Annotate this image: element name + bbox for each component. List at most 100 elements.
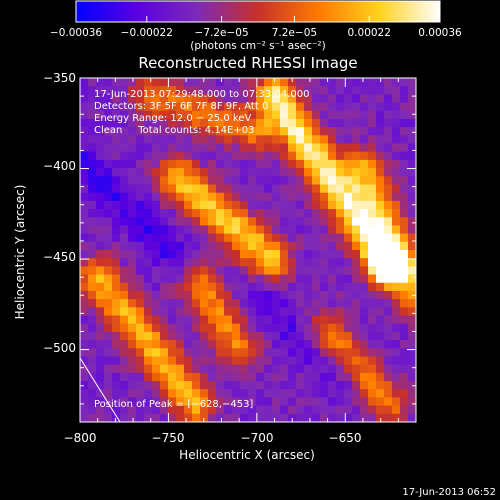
heatmap-cell (192, 143, 201, 153)
heatmap-cell (200, 233, 209, 243)
heatmap-cell (152, 274, 161, 284)
heatmap-cell (128, 176, 137, 186)
heatmap-cell (320, 274, 329, 284)
heatmap-cell (120, 151, 129, 161)
heatmap-cell (264, 405, 273, 415)
heatmap-cell (112, 299, 121, 308)
heatmap-cell (240, 159, 249, 169)
heatmap-cell (400, 274, 409, 284)
heatmap-cell (80, 151, 89, 161)
heatmap-cell (208, 102, 217, 112)
heatmap-cell (280, 299, 289, 308)
heatmap-cell (408, 364, 416, 374)
heatmap-cell (136, 176, 145, 186)
heatmap-cell (80, 282, 89, 292)
heatmap-cell (184, 192, 193, 202)
heatmap-cell (168, 299, 177, 308)
heatmap-cell (408, 250, 416, 259)
heatmap-cell (176, 200, 185, 210)
heatmap-cell (192, 356, 201, 366)
heatmap-cell (96, 331, 105, 341)
heatmap-cell (392, 151, 401, 161)
heatmap-cell (152, 217, 161, 227)
heatmap-cell (384, 94, 393, 104)
heatmap-cell (96, 118, 105, 128)
heatmap-cell (368, 340, 377, 349)
heatmap-cell (400, 307, 409, 317)
heatmap-cell (168, 282, 177, 292)
heatmap-cell (320, 86, 329, 95)
heatmap-cell (240, 290, 249, 300)
heatmap-cell (384, 364, 393, 374)
heatmap-cell (272, 209, 281, 218)
heatmap-cell (360, 135, 369, 145)
heatmap-cell (136, 102, 145, 112)
heatmap-cell (104, 233, 113, 243)
heatmap-cell (232, 356, 241, 366)
heatmap-cell (208, 340, 217, 349)
heatmap-cell (360, 209, 369, 218)
heatmap-cell (344, 250, 353, 259)
heatmap-cell (336, 135, 345, 145)
heatmap-cell (392, 315, 401, 325)
heatmap-cell (280, 331, 289, 341)
heatmap-cell (368, 413, 377, 422)
heatmap-cell (96, 372, 105, 382)
heatmap-cell (176, 250, 185, 259)
heatmap-cell (392, 217, 401, 227)
heatmap-cell (344, 356, 353, 366)
heatmap-cell (352, 159, 361, 169)
heatmap-cell (400, 356, 409, 366)
heatmap-cell (136, 340, 145, 349)
heatmap-cell (160, 405, 169, 415)
heatmap-cell (176, 102, 185, 112)
heatmap-cell (232, 331, 241, 341)
heatmap-cell (360, 331, 369, 341)
heatmap-cell (160, 389, 169, 399)
heatmap-cell (232, 159, 241, 169)
heatmap-cell (280, 356, 289, 366)
heatmap-cell (272, 307, 281, 317)
heatmap-cell (240, 168, 249, 177)
heatmap-cell (104, 168, 113, 177)
heatmap-cell (128, 372, 137, 382)
heatmap-cell (272, 143, 281, 153)
heatmap-cell (312, 118, 321, 128)
heatmap-cell (88, 405, 97, 415)
heatmap-cell (216, 192, 225, 202)
heatmap-cell (192, 200, 201, 210)
heatmap-cell (88, 274, 97, 284)
heatmap-cell (304, 94, 313, 104)
heatmap-cell (224, 381, 233, 390)
heatmap-cell (144, 192, 153, 202)
heatmap-cell (352, 184, 361, 194)
heatmap-cell (400, 290, 409, 300)
heatmap-cell (384, 274, 393, 284)
heatmap-cell (104, 266, 113, 276)
heatmap-cell (200, 372, 209, 382)
heatmap-cell (80, 118, 89, 128)
heatmap-cell (296, 200, 305, 210)
heatmap-cell (88, 381, 97, 390)
heatmap-cell (288, 389, 297, 399)
heatmap-cell (216, 307, 225, 317)
heatmap-cell (120, 241, 129, 251)
heatmap-cell (232, 102, 241, 112)
heatmap-cell (216, 340, 225, 349)
heatmap-cell (120, 290, 129, 300)
heatmap-cell (328, 127, 337, 136)
heatmap-cell (336, 405, 345, 415)
heatmap-cell (400, 110, 409, 120)
heatmap-cell (176, 168, 185, 177)
heatmap-cell (112, 258, 121, 267)
heatmap-cell (112, 209, 121, 218)
heatmap-cell (360, 258, 369, 267)
heatmap-cell (376, 290, 385, 300)
heatmap-cell (256, 364, 265, 374)
heatmap-cell (368, 397, 377, 407)
heatmap-cell (408, 356, 416, 366)
heatmap-cell (104, 348, 113, 358)
heatmap-cell (408, 102, 416, 112)
heatmap-cell (304, 299, 313, 308)
heatmap-cell (208, 192, 217, 202)
